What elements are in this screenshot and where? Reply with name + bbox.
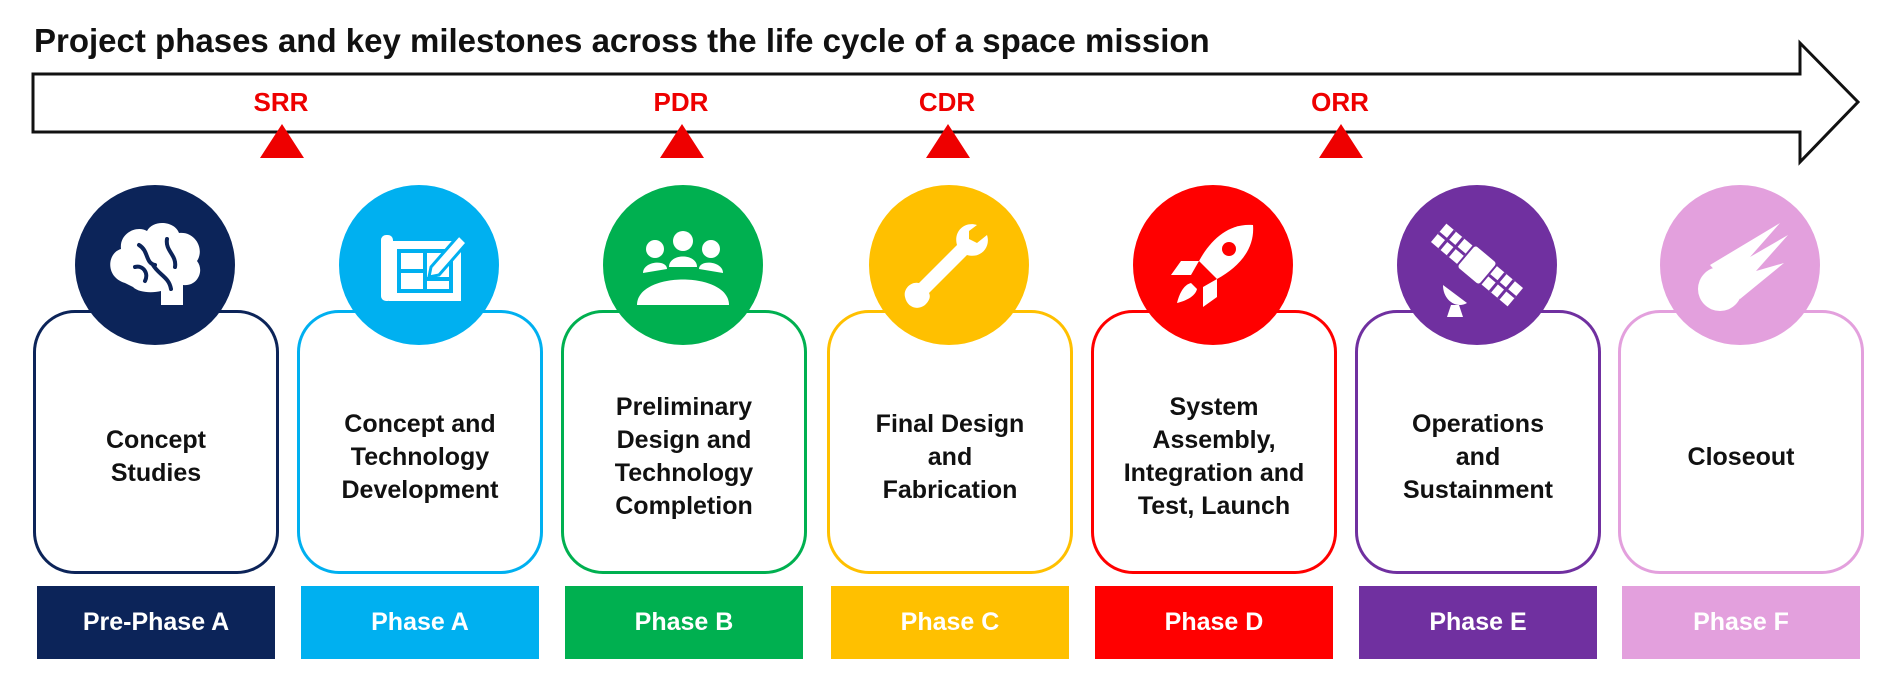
milestone-marker-orr xyxy=(1319,124,1363,158)
phase-label: Phase F xyxy=(1622,586,1860,659)
phase-c: Final Design and Fabrication Phase C xyxy=(827,185,1087,665)
phase-icon-circle xyxy=(603,185,763,345)
phase-description: Closeout xyxy=(1687,442,1795,471)
rocket-icon xyxy=(1171,224,1254,307)
milestone-marker-cdr xyxy=(926,124,970,158)
meteor-icon xyxy=(1698,223,1788,311)
phase-icon-circle xyxy=(1133,185,1293,345)
phase-label: Pre-Phase A xyxy=(37,586,275,659)
phase-card: Final Design and Fabrication xyxy=(827,310,1073,574)
milestone-marker-srr xyxy=(260,124,304,158)
milestone-label-orr: ORR xyxy=(1311,87,1369,117)
phase-card: System Assembly, Integration and Test, L… xyxy=(1091,310,1337,574)
phase-description: Operations and Sustainment xyxy=(1402,409,1554,504)
phase-icon-circle xyxy=(1660,185,1820,345)
phase-d: System Assembly, Integration and Test, L… xyxy=(1091,185,1351,665)
phase-card: Preliminary Design and Technology Comple… xyxy=(561,310,807,574)
phase-icon-circle xyxy=(75,185,235,345)
meeting-icon xyxy=(637,231,729,305)
milestone-label-pdr: PDR xyxy=(653,87,709,117)
phase-label: Phase A xyxy=(301,586,539,659)
phase-card: Closeout xyxy=(1618,310,1864,574)
phase-description: Concept and Technology Development xyxy=(341,409,499,504)
milestone-marker-pdr xyxy=(660,124,704,158)
phase-icon-circle xyxy=(1397,185,1557,345)
timeline-arrow xyxy=(31,39,1861,166)
phase-card: Concept and Technology Development xyxy=(297,310,543,574)
phase-icon-circle xyxy=(869,185,1029,345)
brain-icon xyxy=(110,222,201,305)
milestone-label-srr: SRR xyxy=(253,87,309,117)
phase-a: Concept and Technology Development Phase… xyxy=(297,185,557,665)
phase-icon-circle xyxy=(339,185,499,345)
phase-description: Concept Studies xyxy=(106,426,206,487)
diagram-title: Project phases and key milestones across… xyxy=(34,22,1210,59)
phase-card: Operations and Sustainment xyxy=(1355,310,1601,574)
phase-card: Concept Studies xyxy=(33,310,279,574)
milestone-label-cdr: CDR xyxy=(918,87,976,117)
phase-f: Closeout Phase F xyxy=(1618,185,1878,665)
phase-description: Preliminary Design and Technology Comple… xyxy=(614,393,754,520)
timeline-arrow-shape xyxy=(31,39,1861,166)
phase-label: Phase D xyxy=(1095,586,1333,659)
phase-pre-phase-a: Concept Studies Pre-Phase A xyxy=(33,185,293,665)
phase-description: System Assembly, Integration and Test, L… xyxy=(1123,393,1305,520)
blueprint-icon xyxy=(381,232,470,301)
phase-label: Phase B xyxy=(565,586,803,659)
phase-label: Phase C xyxy=(831,586,1069,659)
wrench-icon xyxy=(904,224,988,308)
phase-label: Phase E xyxy=(1359,586,1597,659)
phase-e: Operations and Sustainment Phase E xyxy=(1355,185,1615,665)
satellite-icon xyxy=(1430,223,1524,317)
phase-b: Preliminary Design and Technology Comple… xyxy=(561,185,821,665)
phase-description: Final Design and Fabrication xyxy=(875,409,1025,504)
